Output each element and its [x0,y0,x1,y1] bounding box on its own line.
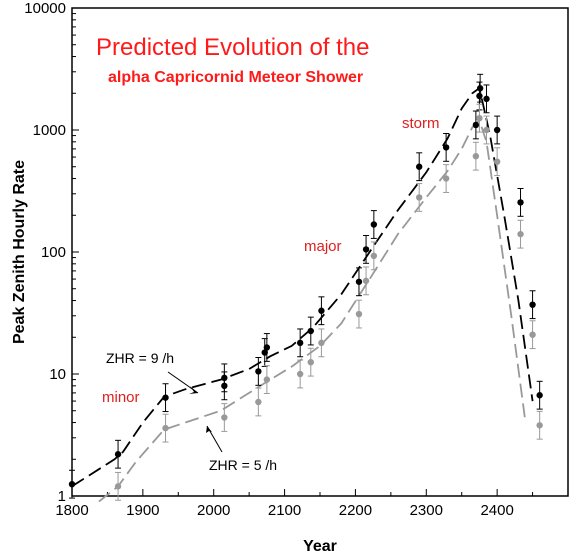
ticks-layer: 1800 1900 2000 2100 2200 2300 2400 1 10 100 1000 10… [24,0,534,519]
series-2-point [442,144,450,151]
series-2-point [355,278,363,285]
x-tick-label: 2000 [197,502,230,519]
series-2-point [162,394,169,401]
series-2-point [529,301,536,308]
series-2-point [476,92,483,100]
series-2-point [296,339,304,347]
series-3-point [114,483,122,490]
series-3-point [307,358,314,366]
series-3-point [362,277,370,285]
series-0-line [71,86,534,488]
x-tick-label: 2200 [339,502,372,519]
series-3-point [296,370,304,378]
series-2-point [370,221,378,228]
label-storm: storm [402,115,440,132]
series-1-line [98,118,527,503]
annotation-zhr5-arrowhead [206,426,212,433]
label-major: major [304,238,342,255]
annotation-zhr9-arrowhead [189,386,198,394]
series-2-point [536,392,543,399]
x-tick-label: 2400 [480,502,513,519]
y-tick-label: 10000 [24,0,66,17]
series-2-point [255,368,262,375]
series-3-point [370,252,378,260]
series-3-point [255,398,262,406]
y-axis-title: Peak Zenith Hourly Rate [11,160,28,344]
label-minor: minor [102,389,140,406]
series-3-point [263,376,271,383]
series-2-point [476,85,484,92]
annotation-zhr5: ZHR = 5 /h [209,457,277,473]
chart-subtitle: alpha Capricornid Meteor Shower [108,69,363,86]
series-2-point [362,246,370,253]
series-3-point [493,158,501,165]
series-layer [68,73,543,503]
series-3-point [529,331,536,338]
series-2-point [68,480,76,488]
series-3-point [536,422,543,429]
series-2-point [472,121,480,129]
series-2-point [263,344,271,351]
x-axis-title: Year [303,538,337,554]
x-tick-label: 2300 [410,502,443,519]
x-tick-label: 1800 [55,502,88,519]
series-3-point [355,310,363,318]
y-tick-label: 10 [49,366,66,383]
series-3-point [472,152,480,160]
series-3-point [221,414,228,421]
series-2-point [483,95,490,103]
x-tick-label: 2100 [268,502,301,519]
series-3-point [476,114,483,122]
x-tick-label: 1900 [126,502,159,519]
annotation-zhr9: ZHR = 9 /h [106,350,174,366]
series-2-point [307,327,314,335]
series-3-point [483,126,490,134]
series-3-point [517,230,524,238]
series-3-point [162,424,169,432]
y-tick-label: 1000 [33,122,66,139]
series-2-point [261,349,268,356]
chart-title: Predicted Evolution of the [96,34,370,61]
series-3-point [442,175,450,182]
series-3-point [416,194,423,201]
series-2-point [221,374,228,382]
series-2-point [416,163,423,170]
y-tick-label: 100 [41,244,66,261]
series-2-point [318,307,325,314]
series-2-point [493,126,501,134]
y-tick-label: 1 [58,488,66,505]
series-3-point [318,339,325,347]
series-2-point [517,199,524,206]
series-2-point [114,451,122,458]
